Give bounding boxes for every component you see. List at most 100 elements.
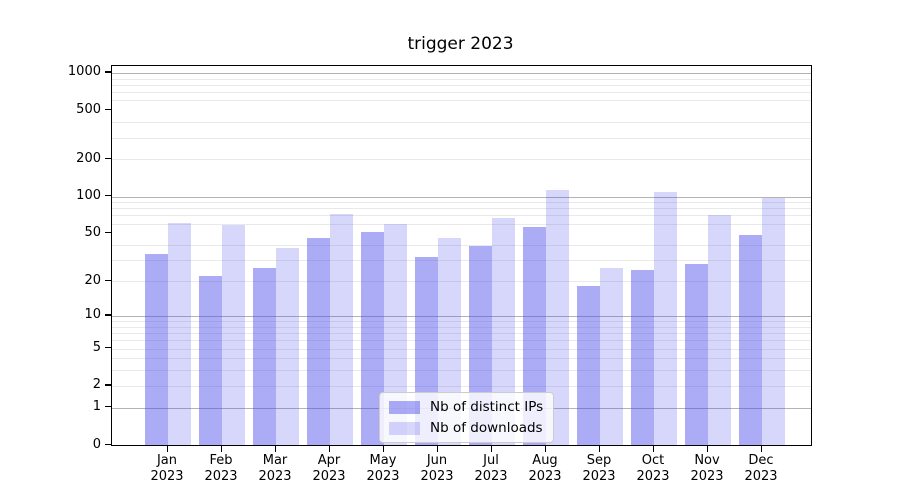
gridline-90 [112, 202, 811, 204]
x-tick-mark-jun [436, 445, 438, 452]
bar-downloads-oct [654, 191, 677, 445]
x-tick-year-may: 2023 [366, 469, 400, 484]
bar-distinct-ips-jan [145, 253, 168, 445]
bar-downloads-nov [708, 214, 731, 445]
x-tick-year-jan: 2023 [150, 469, 184, 484]
x-tick-label-aug: Aug 2023 [510, 453, 580, 485]
y-tick-label-1: 1 [92, 399, 101, 415]
x-tick-mark-sep [598, 445, 600, 452]
x-tick-mark-aug [544, 445, 546, 452]
y-tick-label-50: 50 [84, 224, 101, 240]
bar-downloads-may [384, 223, 407, 445]
y-tick-mark-200 [105, 157, 111, 160]
gridline-700 [112, 92, 811, 94]
gridline-5 [112, 348, 811, 350]
bar-distinct-ips-aug [523, 227, 546, 445]
y-tick-mark-10 [105, 314, 111, 316]
x-tick-month-mar: Mar [262, 453, 288, 468]
y-tick-mark-5 [105, 347, 111, 349]
bar-distinct-ips-dec [739, 235, 762, 445]
bar-distinct-ips-nov [685, 263, 708, 445]
x-tick-year-dec: 2023 [744, 469, 778, 484]
bar-distinct-ips-apr [307, 237, 330, 445]
y-tick-label-0: 0 [92, 436, 101, 452]
legend-row-distinct-ips: Nb of distinct IPs [389, 399, 543, 415]
x-tick-mark-jul [490, 445, 492, 452]
bar-downloads-aug [546, 189, 569, 445]
x-tick-year-mar: 2023 [258, 469, 292, 484]
bar-downloads-jul [492, 217, 515, 445]
x-tick-year-jun: 2023 [420, 469, 454, 484]
gridline-200 [112, 159, 811, 161]
bar-distinct-ips-mar [253, 267, 276, 445]
gridline-40 [112, 245, 811, 246]
x-tick-mark-nov [706, 445, 708, 452]
x-tick-label-sep: Sep 2023 [564, 453, 634, 485]
x-tick-label-feb: Feb 2023 [186, 453, 256, 485]
x-tick-month-oct: Oct [641, 453, 665, 468]
gridline-80 [112, 208, 811, 210]
y-tick-label-100: 100 [76, 187, 101, 203]
x-tick-month-aug: Aug [532, 453, 558, 468]
gridline-70 [112, 215, 811, 217]
gridline-1000 [112, 72, 811, 74]
x-tick-label-jun: Jun 2023 [402, 453, 472, 485]
gridline-3 [112, 370, 811, 372]
x-tick-month-may: May [369, 453, 397, 468]
gridline-9 [112, 321, 811, 322]
gridline-2 [112, 385, 811, 387]
bar-downloads-mar [276, 247, 299, 445]
y-tick-mark-20 [105, 279, 111, 281]
x-tick-mark-oct [652, 445, 654, 452]
gridline-600 [112, 100, 811, 102]
y-tick-label-200: 200 [76, 150, 101, 166]
x-tick-mark-apr [328, 445, 330, 452]
y-tick-label-1000: 1000 [67, 64, 101, 80]
x-tick-year-oct: 2023 [636, 469, 670, 484]
x-tick-month-nov: Nov [694, 453, 720, 468]
gridline-400 [112, 122, 811, 124]
x-tick-year-jul: 2023 [474, 469, 508, 484]
x-tick-label-may: May 2023 [348, 453, 418, 485]
x-tick-label-jan: Jan 2023 [132, 453, 202, 485]
x-tick-month-dec: Dec [748, 453, 774, 468]
gridline-6 [112, 340, 811, 342]
x-tick-mark-feb [220, 445, 222, 452]
bar-downloads-feb [222, 225, 245, 445]
y-tick-mark-1000 [105, 71, 111, 73]
x-tick-mark-dec [760, 445, 762, 452]
gridline-10 [112, 315, 811, 317]
y-tick-mark-0 [105, 443, 111, 445]
x-tick-mark-may [382, 445, 384, 452]
bar-distinct-ips-oct [631, 269, 654, 445]
bar-downloads-jan [168, 222, 191, 445]
x-tick-year-aug: 2023 [528, 469, 562, 484]
x-tick-label-nov: Nov 2023 [672, 453, 742, 485]
x-tick-mark-mar [274, 445, 276, 452]
x-tick-year-feb: 2023 [204, 469, 238, 484]
gridline-7 [112, 333, 811, 334]
legend-row-downloads: Nb of downloads [389, 420, 543, 436]
legend-label-downloads: Nb of downloads [430, 420, 543, 436]
x-tick-label-jul: Jul 2023 [456, 453, 526, 485]
gridline-8 [112, 326, 811, 328]
bar-distinct-ips-may [361, 232, 384, 445]
y-tick-mark-500 [105, 108, 111, 111]
x-tick-year-apr: 2023 [312, 469, 346, 484]
bar-downloads-sep [600, 267, 623, 445]
bar-downloads-apr [330, 213, 353, 445]
x-tick-month-apr: Apr [317, 453, 341, 468]
legend-label-distinct-ips: Nb of distinct IPs [430, 399, 544, 415]
y-tick-label-20: 20 [84, 272, 101, 288]
x-tick-year-nov: 2023 [690, 469, 724, 484]
y-tick-mark-1 [105, 406, 111, 408]
gridline-300 [112, 137, 811, 139]
legend-swatch-distinct-ips [389, 400, 420, 414]
gridline-900 [112, 78, 811, 80]
y-tick-label-10: 10 [84, 307, 101, 323]
gridline-30 [112, 260, 811, 262]
legend: Nb of distinct IPs Nb of downloads [379, 392, 555, 443]
x-tick-month-jan: Jan [156, 453, 178, 468]
gridline-100 [112, 196, 811, 198]
bar-distinct-ips-sep [577, 286, 600, 445]
